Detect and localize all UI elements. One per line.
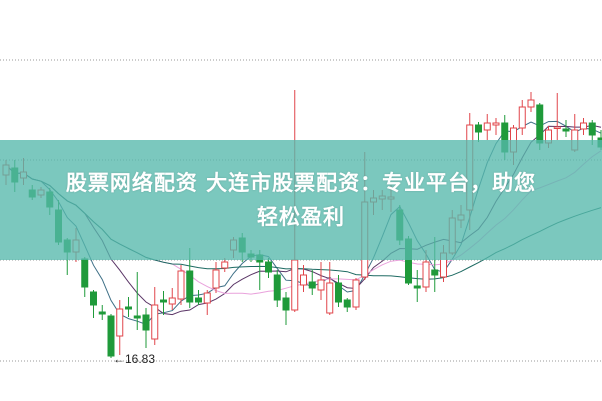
- candle-body: [300, 274, 307, 286]
- candle-body: [317, 279, 325, 291]
- candle-body: [133, 315, 141, 319]
- candle-body: [518, 106, 526, 129]
- candle-body: [195, 297, 202, 303]
- candle-body: [142, 314, 150, 331]
- candle-body: [212, 269, 220, 289]
- candle-body: [177, 270, 185, 300]
- candle-body: [492, 122, 500, 126]
- candle-body: [151, 304, 159, 340]
- candle-body: [422, 261, 430, 288]
- candle-body: [90, 291, 97, 306]
- candle-body: [308, 281, 316, 289]
- candle-body: [273, 274, 281, 301]
- candle-body: [81, 258, 89, 288]
- candle-body: [265, 261, 272, 273]
- low-price-annotation: ←16.83: [113, 352, 156, 366]
- candle-body: [116, 308, 124, 337]
- candle-body: [326, 282, 334, 314]
- banner-title-line1: 股票网络配资 大连市股票配资：专业平台，助您: [65, 171, 537, 195]
- candle-body: [580, 122, 587, 130]
- candle-body: [527, 99, 535, 108]
- candle-body: [186, 270, 194, 303]
- candle-body: [588, 122, 596, 136]
- candle-body: [291, 259, 299, 311]
- candle-body: [431, 269, 439, 276]
- title-banner: 股票网络配资 大连市股票配资：专业平台，助您 轻松盈利: [0, 140, 602, 260]
- candle-body: [553, 126, 561, 129]
- banner-title-line2: 轻松盈利: [257, 205, 345, 229]
- candle-body: [168, 297, 176, 305]
- candle-body: [221, 261, 229, 269]
- candle-body: [98, 311, 106, 315]
- candle-body: [160, 299, 167, 303]
- candle-body: [335, 282, 342, 303]
- candle-body: [203, 292, 211, 304]
- candle-body: [483, 122, 491, 131]
- candle-body: [352, 279, 360, 308]
- candle-body: [562, 128, 570, 132]
- candle-body: [475, 124, 482, 133]
- candle-body: [125, 306, 132, 310]
- candle-body: [536, 104, 544, 144]
- candle-body: [343, 299, 351, 308]
- candle-body: [282, 297, 290, 311]
- candle-body: [413, 285, 421, 289]
- candle-body: [107, 315, 115, 357]
